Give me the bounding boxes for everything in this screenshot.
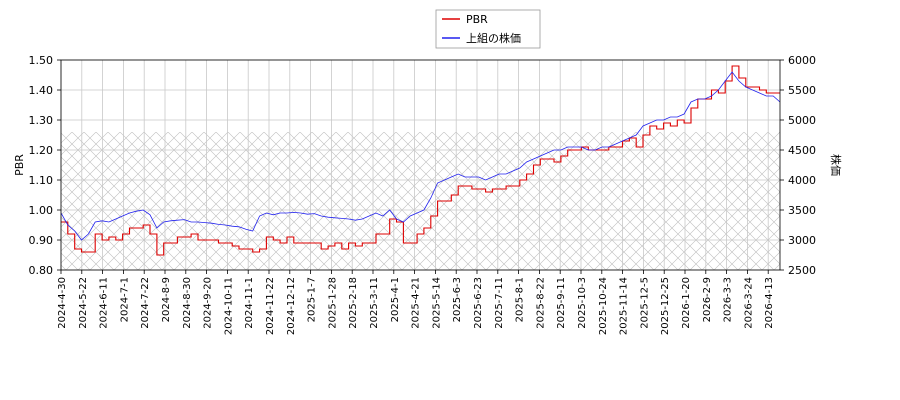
x-tick-label: 2025-3-11 bbox=[369, 277, 380, 329]
right-tick-label: 6000 bbox=[788, 54, 816, 67]
left-tick-label: 1.50 bbox=[29, 54, 54, 67]
x-tick-label: 2025-8-22 bbox=[535, 277, 546, 329]
x-tick-label: 2024-10-11 bbox=[223, 277, 234, 335]
x-tick-label: 2025-4-1 bbox=[390, 277, 401, 322]
right-tick-label: 4000 bbox=[788, 174, 816, 187]
x-tick-label: 2025-11-14 bbox=[619, 277, 630, 335]
legend-label-price: 上組の株価 bbox=[466, 31, 521, 45]
x-tick-label: 2026-1-20 bbox=[681, 277, 692, 329]
series-group bbox=[61, 65, 780, 256]
left-tick-label: 0.90 bbox=[29, 234, 54, 247]
left-tick-label: 1.20 bbox=[29, 144, 54, 157]
right-tick-label: 5500 bbox=[788, 84, 816, 97]
x-tick-label: 2026-4-13 bbox=[764, 277, 775, 329]
legend: PBR 上組の株価 bbox=[435, 9, 541, 49]
x-axis: 2024-4-30 2024-5-22 2024-6-11 2024-7-1 2024-… bbox=[57, 270, 775, 335]
x-tick-label: 2024-8-30 bbox=[182, 277, 193, 329]
left-tick-label: 0.80 bbox=[29, 264, 54, 277]
x-tick-label: 2024-7-1 bbox=[119, 277, 130, 322]
right-tick-label: 4500 bbox=[788, 144, 816, 157]
x-tick-label: 2025-6-23 bbox=[473, 277, 484, 329]
x-tick-label: 2024-6-11 bbox=[99, 277, 110, 329]
left-tick-label: 1.00 bbox=[29, 204, 54, 217]
series-line-price bbox=[61, 71, 780, 241]
x-tick-label: 2025-10-24 bbox=[598, 277, 609, 335]
x-tick-label: 2025-1-7 bbox=[307, 277, 318, 322]
right-tick-label: 2500 bbox=[788, 264, 816, 277]
x-tick-label: 2025-10-3 bbox=[577, 277, 588, 329]
right-axis-label: 株価 bbox=[829, 154, 843, 176]
right-axis: 2500 3000 3500 4000 4500 5000 5500 6000 bbox=[780, 54, 816, 277]
left-axis-label: PBR bbox=[13, 154, 26, 176]
x-tick-label: 2025-12-5 bbox=[639, 277, 650, 329]
left-tick-label: 1.40 bbox=[29, 84, 54, 97]
x-tick-label: 2024-4-30 bbox=[57, 277, 68, 329]
x-tick-label: 2025-12-25 bbox=[660, 277, 671, 335]
x-tick-label: 2024-5-22 bbox=[78, 277, 89, 329]
x-tick-label: 2025-9-11 bbox=[556, 277, 567, 329]
x-tick-label: 2024-11-22 bbox=[265, 277, 276, 335]
x-tick-label: 2026-3-3 bbox=[723, 277, 734, 322]
plot-frame bbox=[60, 59, 781, 271]
legend-label-pbr: PBR bbox=[466, 13, 488, 26]
left-tick-label: 1.10 bbox=[29, 174, 54, 187]
left-axis: 0.80 0.90 1.00 1.10 1.20 1.30 1.40 1.50 bbox=[29, 54, 61, 277]
x-tick-label: 2024-7-22 bbox=[140, 277, 151, 329]
x-tick-label: 2026-2-9 bbox=[702, 277, 713, 322]
right-tick-label: 3500 bbox=[788, 204, 816, 217]
legend-box bbox=[435, 9, 541, 49]
x-tick-label: 2025-4-21 bbox=[411, 277, 422, 329]
x-tick-label: 2024-9-20 bbox=[203, 277, 214, 329]
hatched-band bbox=[61, 132, 780, 270]
x-tick-label: 2024-12-12 bbox=[286, 277, 297, 335]
x-tick-label: 2025-6-3 bbox=[452, 277, 463, 322]
x-tick-label: 2024-11-1 bbox=[244, 277, 255, 329]
series-line-pbr bbox=[61, 65, 780, 256]
x-tick-label: 2025-5-14 bbox=[431, 277, 442, 329]
left-tick-label: 1.30 bbox=[29, 114, 54, 127]
right-tick-label: 3000 bbox=[788, 234, 816, 247]
x-tick-label: 2025-8-1 bbox=[515, 277, 526, 322]
x-tick-label: 2025-2-18 bbox=[348, 277, 359, 329]
right-tick-label: 5000 bbox=[788, 114, 816, 127]
x-tick-label: 2025-7-11 bbox=[494, 277, 505, 329]
x-tick-label: 2025-1-28 bbox=[327, 277, 338, 329]
x-tick-label: 2026-3-24 bbox=[743, 277, 754, 329]
x-tick-label: 2024-8-9 bbox=[161, 277, 172, 322]
hatched-band-area bbox=[61, 132, 780, 270]
